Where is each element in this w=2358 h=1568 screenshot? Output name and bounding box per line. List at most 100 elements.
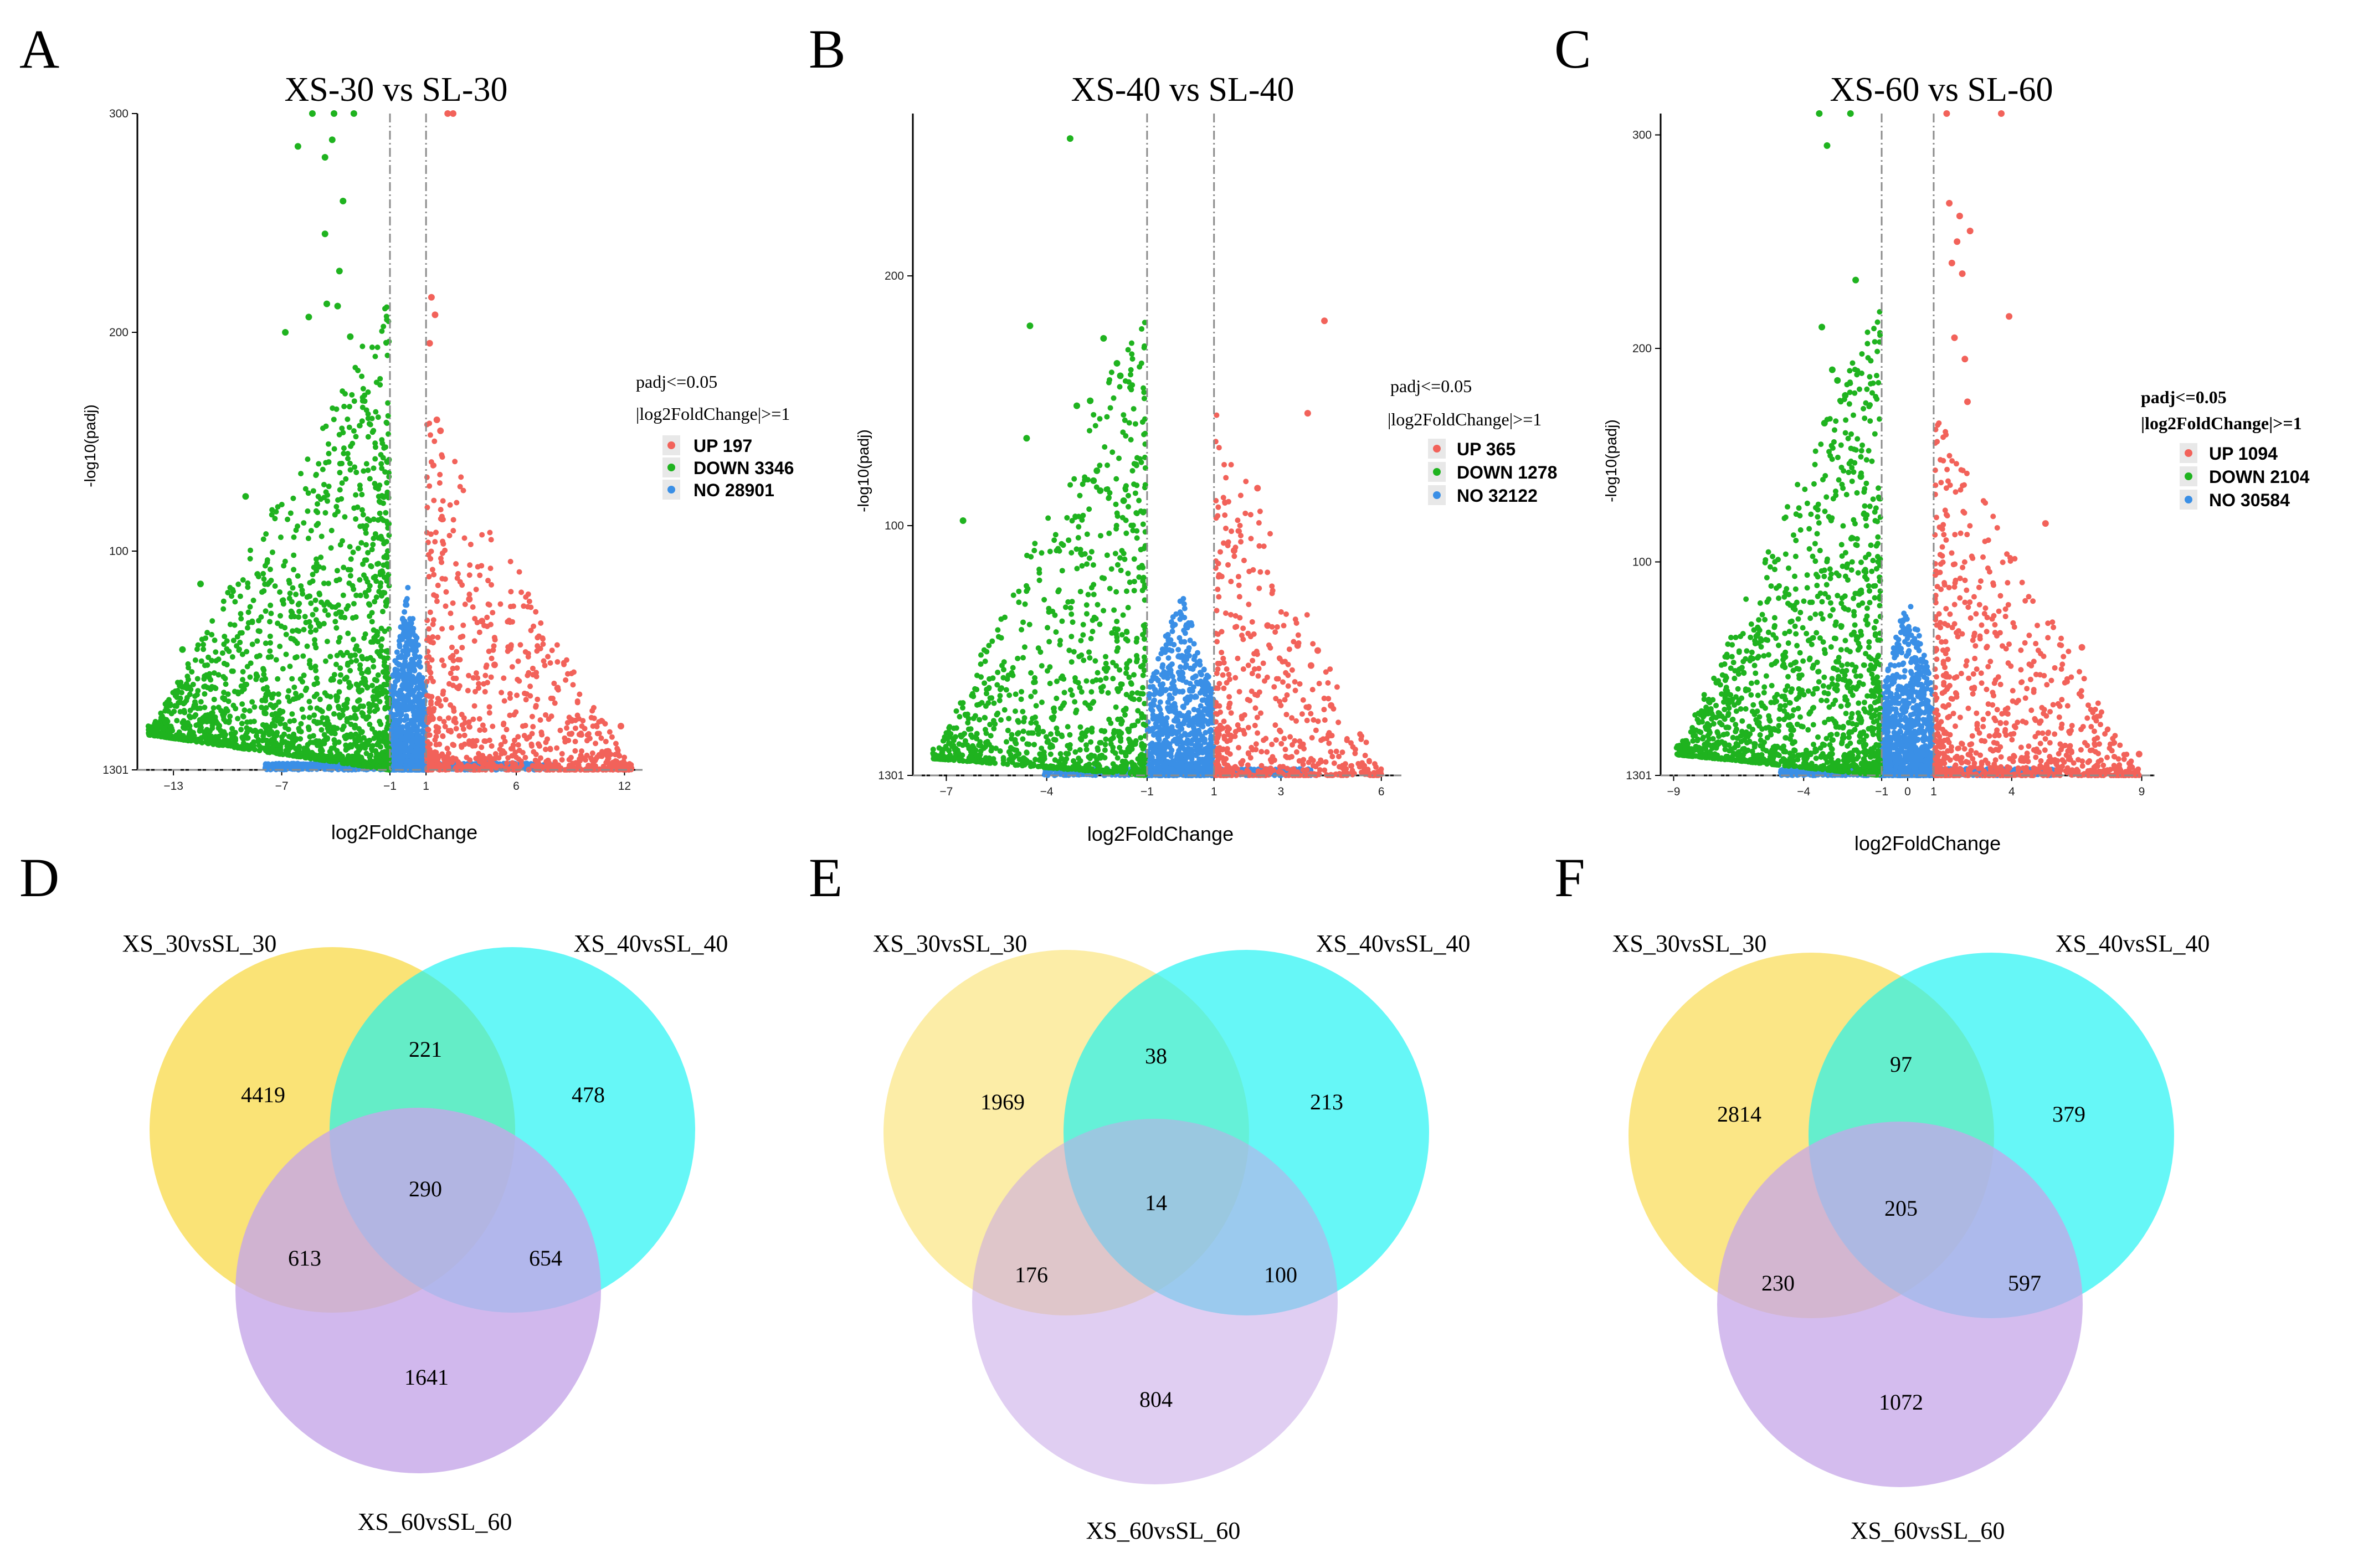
point-down	[334, 652, 340, 659]
point-down	[244, 625, 250, 631]
point-down	[306, 619, 312, 625]
point-no	[1191, 707, 1197, 713]
point-no	[420, 683, 426, 689]
point-down	[353, 657, 359, 664]
point-down	[350, 636, 356, 642]
point-up	[481, 727, 487, 733]
point-down	[299, 706, 305, 712]
point-down	[370, 542, 376, 548]
point-down	[313, 556, 319, 562]
point-down	[321, 580, 327, 587]
point-down	[206, 741, 212, 747]
point-up	[449, 625, 455, 631]
point-down	[268, 602, 274, 608]
point-down	[348, 759, 354, 765]
point-up	[525, 654, 531, 660]
point-up	[442, 547, 448, 553]
point-down	[384, 304, 390, 310]
point-up	[507, 558, 513, 564]
point-down	[268, 728, 274, 734]
point-down	[314, 691, 320, 697]
point-up	[582, 757, 588, 763]
point-up	[433, 529, 439, 536]
point-down	[254, 571, 260, 577]
point-up	[437, 471, 443, 477]
point-down	[355, 706, 361, 712]
point-up	[552, 762, 558, 768]
point-down	[359, 404, 366, 410]
point-up	[440, 498, 446, 504]
volcano-plot-a: XS-30 vs SL-30 −13 −7 −1 1 6 121301100200300 …	[81, 71, 794, 844]
point-down	[345, 456, 351, 462]
point-down	[377, 510, 383, 516]
point-up	[579, 748, 585, 754]
point-down	[372, 481, 378, 487]
point-down	[240, 577, 246, 583]
point-down	[308, 600, 314, 606]
point-no	[417, 654, 423, 660]
point-no	[392, 757, 398, 763]
point-down	[255, 628, 261, 634]
x-tick-label: 12	[618, 780, 631, 793]
point-down	[277, 643, 283, 649]
point-down	[376, 498, 382, 505]
point-down	[294, 640, 300, 646]
point-up	[450, 652, 456, 659]
point-down	[247, 674, 253, 680]
point-down	[221, 690, 227, 696]
point-down	[291, 534, 297, 540]
point-down	[254, 638, 260, 644]
point-down	[297, 676, 304, 682]
point-down	[311, 712, 317, 718]
point-up	[427, 483, 433, 489]
point-down	[258, 728, 264, 734]
point-up	[487, 565, 494, 572]
point-up	[531, 749, 537, 755]
point-up	[490, 723, 496, 729]
point-down	[377, 376, 383, 382]
point-down	[353, 614, 359, 620]
point-up	[526, 670, 532, 676]
point-down	[346, 424, 352, 430]
point-up	[483, 664, 489, 670]
point-up	[534, 648, 540, 654]
point-down	[219, 741, 225, 747]
point-down	[291, 567, 297, 573]
point-down	[306, 698, 312, 705]
point-down	[367, 602, 373, 608]
point-down	[383, 340, 389, 346]
point-down	[181, 734, 187, 741]
panel-letter-f: F	[1554, 847, 1585, 908]
point-up	[450, 682, 456, 688]
point-down	[296, 614, 302, 620]
point-down	[342, 676, 348, 682]
point-down	[350, 549, 356, 556]
point-up	[434, 700, 440, 706]
point-up	[476, 716, 482, 722]
point-up	[491, 661, 498, 669]
point-down	[337, 678, 343, 685]
point-down	[259, 705, 265, 711]
point-up	[522, 690, 528, 696]
point-down	[328, 545, 334, 551]
point-up	[484, 614, 490, 620]
point-up	[598, 735, 604, 741]
point-down	[249, 641, 255, 647]
point-up	[479, 618, 486, 625]
point-down	[378, 647, 384, 654]
point-down	[382, 469, 388, 475]
point-down	[353, 434, 359, 440]
legend-title-line2: |log2FoldChange|>=1	[636, 404, 790, 424]
point-up	[572, 725, 578, 731]
point-down	[307, 734, 313, 740]
point-down	[331, 672, 337, 678]
point-up	[435, 634, 441, 640]
point-up	[441, 662, 447, 669]
point-down	[337, 635, 343, 641]
point-no	[404, 764, 410, 770]
point-down	[308, 528, 314, 534]
point-down	[357, 688, 363, 695]
point-up	[584, 738, 590, 744]
point-up	[439, 452, 445, 458]
x-tick-label: −7	[275, 780, 289, 793]
